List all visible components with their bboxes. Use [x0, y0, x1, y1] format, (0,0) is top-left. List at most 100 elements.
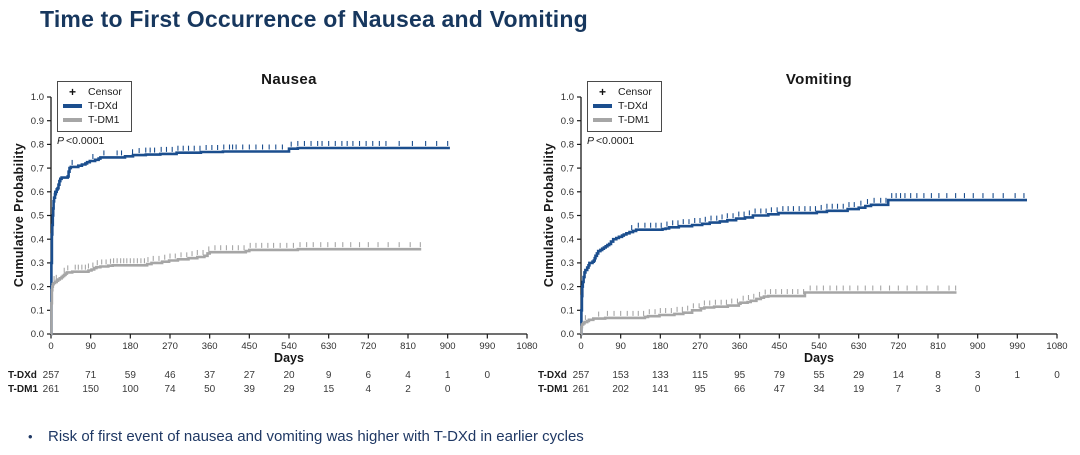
p-value: P <0.0001 — [587, 135, 634, 147]
x-tick-label: 180 — [122, 341, 138, 352]
y-tick-label: 0.7 — [31, 163, 44, 174]
risk-value: 261 — [43, 384, 60, 395]
risk-value: 6 — [366, 370, 372, 381]
risk-value: 3 — [975, 370, 981, 381]
y-tick-label: 0.8 — [561, 140, 574, 151]
legend-label-tdm1: T-DM1 — [88, 114, 120, 126]
risk-value: 20 — [283, 370, 295, 381]
risk-value: 261 — [573, 384, 590, 395]
risk-value: 39 — [244, 384, 256, 395]
x-tick-label: 0 — [578, 341, 583, 352]
bullet-icon: • — [28, 429, 33, 444]
risk-row-label: T-DXd — [538, 370, 567, 381]
risk-value: 0 — [445, 384, 451, 395]
series-path-t-dm1 — [580, 291, 957, 336]
y-tick-label: 0.6 — [31, 187, 44, 198]
chart-title-nausea: Nausea — [261, 71, 317, 88]
x-tick-label: 1080 — [1046, 341, 1067, 352]
vomiting-plot: 0.00.10.20.30.40.50.60.70.80.91.00 90 180 2… — [538, 92, 1068, 395]
risk-value: 50 — [204, 384, 216, 395]
risk-value: 150 — [82, 384, 99, 395]
p-value: P <0.0001 — [57, 135, 104, 147]
risk-value: 74 — [164, 384, 176, 395]
risk-value: 141 — [652, 384, 669, 395]
x-tick-label: 270 — [162, 341, 178, 352]
p-symbol: P — [587, 135, 595, 147]
y-tick-label: 0.4 — [561, 234, 574, 245]
y-tick-label: 0.1 — [31, 306, 44, 317]
y-tick-label: 0.9 — [561, 116, 574, 127]
risk-value: 95 — [694, 384, 706, 395]
risk-value: 3 — [935, 384, 941, 395]
risk-row-label: T-DXd — [8, 370, 37, 381]
risk-value: 71 — [85, 370, 97, 381]
x-axis-label: Days — [804, 351, 834, 365]
risk-value: 8 — [935, 370, 941, 381]
x-tick-label: 990 — [479, 341, 495, 352]
x-tick-label: 450 — [771, 341, 787, 352]
p-symbol: P — [57, 135, 65, 147]
y-tick-label: 0.3 — [31, 258, 44, 269]
risk-value: 79 — [774, 370, 786, 381]
censor-plus-icon: + — [68, 85, 76, 99]
legend-item-tdm1: T-DM1 — [63, 113, 122, 127]
x-tick-label: 270 — [692, 341, 708, 352]
risk-value: 15 — [323, 384, 335, 395]
risk-value: 7 — [896, 384, 902, 395]
p-number: <0.0001 — [66, 135, 105, 147]
y-tick-label: 0.9 — [31, 116, 44, 127]
risk-value: 0 — [1054, 370, 1060, 381]
legend-item-tdxd: T-DXd — [593, 99, 652, 113]
tdm1-line-swatch — [593, 118, 612, 122]
risk-value: 29 — [283, 384, 295, 395]
legend-label-tdm1: T-DM1 — [618, 114, 650, 126]
y-tick-label: 0.3 — [561, 258, 574, 269]
x-tick-label: 0 — [48, 341, 53, 352]
legend: + Censor T-DXd T-DM1 — [57, 81, 132, 132]
legend-label-censor: Censor — [88, 86, 122, 98]
x-tick-label: 630 — [321, 341, 337, 352]
legend-label-tdxd: T-DXd — [618, 100, 648, 112]
risk-value: 257 — [573, 370, 590, 381]
page-title: Time to First Occurrence of Nausea and V… — [40, 6, 588, 32]
takeaway-text: Risk of first event of nausea and vomiti… — [48, 428, 584, 445]
x-tick-label: 540 — [281, 341, 297, 352]
takeaway-bullet: • Risk of first event of nausea and vomi… — [28, 428, 584, 445]
risk-value: 9 — [326, 370, 332, 381]
nausea-plot: 0.00.10.20.30.40.50.60.70.80.91.00 90 180 2… — [8, 92, 538, 395]
x-tick-label: 360 — [202, 341, 218, 352]
risk-value: 133 — [652, 370, 669, 381]
risk-value: 1 — [445, 370, 451, 381]
censor-plus-icon: + — [598, 85, 606, 99]
x-axis-label: Days — [274, 351, 304, 365]
risk-value: 66 — [734, 384, 746, 395]
y-tick-label: 0.1 — [561, 306, 574, 317]
x-tick-label: 90 — [615, 341, 626, 352]
y-tick-label: 0.8 — [31, 140, 44, 151]
y-tick-label: 0.7 — [561, 163, 574, 174]
chart-title-vomiting: Vomiting — [785, 71, 853, 88]
risk-value: 37 — [204, 370, 216, 381]
risk-value: 100 — [122, 384, 139, 395]
tdxd-line-swatch — [63, 104, 82, 108]
risk-value: 14 — [893, 370, 905, 381]
legend-label-tdxd: T-DXd — [88, 100, 118, 112]
risk-value: 95 — [734, 370, 746, 381]
x-tick-label: 540 — [811, 341, 827, 352]
x-tick-label: 720 — [890, 341, 906, 352]
risk-value: 46 — [164, 370, 176, 381]
risk-value: 4 — [366, 384, 372, 395]
risk-value: 2 — [405, 384, 411, 395]
x-tick-label: 630 — [851, 341, 867, 352]
risk-value: 47 — [774, 384, 786, 395]
x-tick-label: 810 — [930, 341, 946, 352]
risk-value: 0 — [975, 384, 981, 395]
legend: + Censor T-DXd T-DM1 — [587, 81, 662, 132]
x-tick-label: 810 — [400, 341, 416, 352]
x-tick-label: 450 — [241, 341, 257, 352]
x-tick-label: 900 — [970, 341, 986, 352]
risk-value: 29 — [853, 370, 865, 381]
y-tick-label: 0.4 — [31, 234, 44, 245]
series-path-t-dxd — [580, 198, 1027, 336]
